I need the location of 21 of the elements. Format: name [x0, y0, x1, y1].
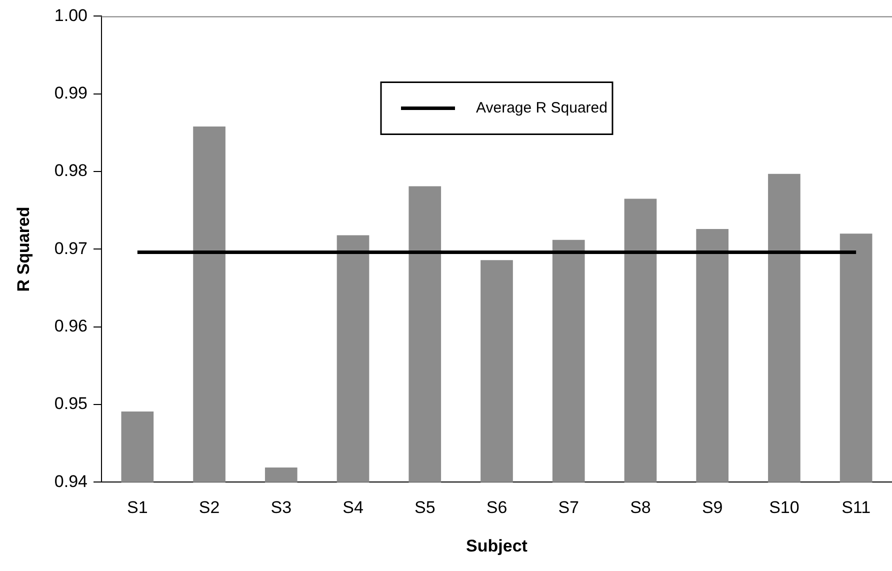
x-tick-label: S8: [630, 498, 651, 518]
y-tick-label: 0.96: [54, 316, 88, 336]
x-tick-label: S5: [414, 498, 436, 518]
x-axis-title: Subject: [466, 536, 528, 556]
x-tick-label: S1: [127, 498, 148, 518]
x-tick-label: S2: [198, 498, 220, 518]
x-tick-label: S7: [558, 498, 580, 518]
x-tick-label: S10: [769, 498, 800, 518]
y-tick-label: 0.97: [54, 238, 88, 258]
y-axis-title: R Squared: [14, 206, 33, 292]
x-tick-label: S9: [702, 498, 723, 518]
x-tick-label: S3: [270, 498, 292, 518]
legend-label: Average R Squared: [476, 99, 608, 116]
x-tick-label: S11: [842, 498, 871, 518]
y-tick-label: 0.98: [54, 161, 88, 180]
y-tick-label: 0.94: [54, 472, 88, 491]
x-tick-label: S4: [342, 498, 364, 518]
y-tick-label: 0.95: [54, 394, 88, 414]
x-tick-label: S6: [486, 498, 508, 518]
y-tick-label: 0.99: [54, 84, 88, 103]
y-tick-label: 1.00: [54, 6, 88, 25]
